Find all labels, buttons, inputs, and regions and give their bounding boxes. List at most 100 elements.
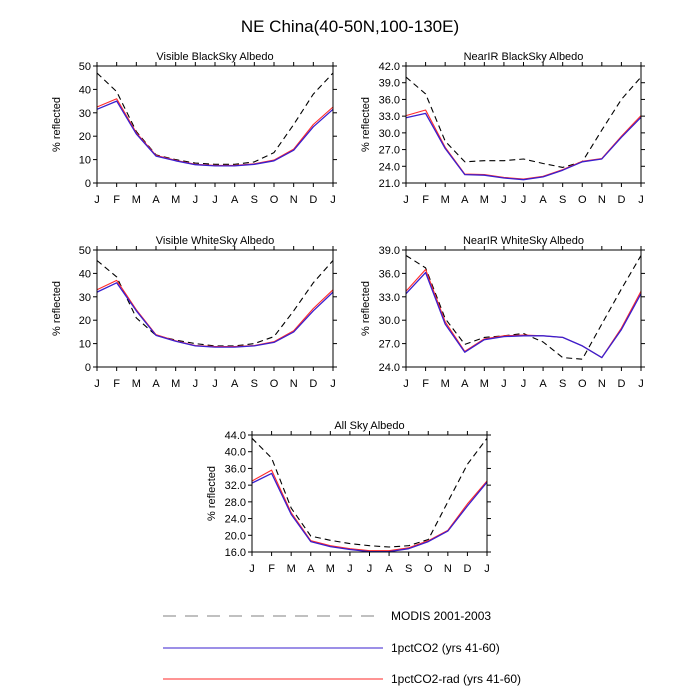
- x-tick-label: M: [171, 194, 180, 206]
- x-tick-label: N: [290, 194, 298, 206]
- x-tick-label: F: [113, 194, 120, 206]
- x-tick-label: F: [422, 194, 429, 206]
- y-tick-label: 50: [79, 61, 91, 73]
- y-tick-label: 0: [85, 362, 91, 374]
- x-tick-label: D: [309, 378, 317, 390]
- legend-item-co2: 1pctCO2 (yrs 41-60): [163, 641, 500, 655]
- x-tick-label: J: [638, 194, 644, 206]
- y-tick-label: 40.0: [225, 447, 246, 459]
- x-tick-label: S: [405, 563, 412, 575]
- y-tick-label: 40: [79, 84, 91, 96]
- x-tick-label: A: [461, 194, 469, 206]
- x-tick-label: F: [422, 378, 429, 390]
- series-line-co2rad: [96, 279, 334, 348]
- y-tick-label: 33.0: [379, 292, 400, 304]
- panel-title: NearIR WhiteSky Albedo: [463, 235, 584, 247]
- x-tick-label: O: [270, 194, 279, 206]
- x-tick-label: M: [441, 194, 450, 206]
- series-line-co2rad: [405, 109, 642, 180]
- x-tick-label: M: [132, 378, 141, 390]
- x-tick-label: D: [463, 563, 471, 575]
- legend-label: 1pctCO2-rad (yrs 41-60): [391, 672, 521, 686]
- x-tick-label: M: [171, 378, 180, 390]
- x-tick-label: S: [251, 194, 258, 206]
- x-tick-label: J: [403, 378, 409, 390]
- x-tick-label: N: [444, 563, 452, 575]
- series-line-modis: [96, 260, 334, 347]
- y-tick-label: 20: [79, 315, 91, 327]
- x-tick-label: J: [193, 378, 199, 390]
- y-tick-label: 10: [79, 155, 91, 167]
- y-tick-label: 30: [79, 292, 91, 304]
- y-tick-label: 0: [85, 178, 91, 190]
- y-tick-label: 24.0: [225, 514, 246, 526]
- series-line-co2rad: [251, 469, 488, 552]
- x-tick-label: M: [441, 378, 450, 390]
- panel-title: NearIR BlackSky Albedo: [464, 51, 584, 63]
- x-tick-label: J: [94, 194, 100, 206]
- x-tick-label: N: [598, 378, 606, 390]
- x-tick-label: O: [578, 194, 587, 206]
- x-tick-label: D: [617, 378, 625, 390]
- x-tick-label: N: [290, 378, 298, 390]
- x-tick-label: M: [287, 563, 296, 575]
- x-tick-label: J: [484, 563, 490, 575]
- y-tick-label: 40: [79, 268, 91, 280]
- y-axis-label: % reflected: [206, 466, 218, 521]
- y-tick-label: 33.0: [379, 111, 400, 123]
- plot-frame: [405, 65, 642, 184]
- series-line-modis: [405, 255, 642, 360]
- panel-title: All Sky Albedo: [334, 420, 404, 432]
- x-tick-label: J: [193, 194, 199, 206]
- panel-4: NearIR WhiteSky Albedo % reflected 24.0 27.…: [360, 235, 645, 390]
- x-tick-label: A: [539, 194, 547, 206]
- x-tick-label: J: [212, 194, 218, 206]
- y-axis-label: % reflected: [51, 97, 63, 152]
- y-tick-label: 21.0: [379, 178, 400, 190]
- legend-item-co2rad: 1pctCO2-rad (yrs 41-60): [163, 672, 521, 686]
- y-tick-label: 28.0: [225, 497, 246, 509]
- x-tick-label: M: [132, 194, 141, 206]
- legend-label: 1pctCO2 (yrs 41-60): [391, 641, 500, 655]
- x-tick-label: A: [385, 563, 393, 575]
- x-tick-label: F: [113, 378, 120, 390]
- y-tick-label: 36.0: [225, 463, 246, 475]
- panels: Visible BlackSky Albedo % reflected 0 10 20 3…: [51, 51, 645, 575]
- figure-title: NE China(40-50N,100-130E): [241, 17, 459, 36]
- x-tick-label: J: [94, 378, 100, 390]
- y-axis-label: % reflected: [51, 281, 63, 336]
- y-tick-label: 44.0: [225, 430, 246, 442]
- x-tick-label: J: [330, 194, 336, 206]
- x-tick-label: A: [307, 563, 315, 575]
- y-tick-label: 50: [79, 245, 91, 257]
- series-line-co2: [96, 100, 334, 167]
- x-tick-label: O: [270, 378, 279, 390]
- y-tick-label: 36.0: [379, 268, 400, 280]
- x-tick-label: J: [501, 194, 507, 206]
- y-tick-label: 24.0: [379, 362, 400, 374]
- plot-frame: [405, 249, 642, 368]
- legend-label: MODIS 2001-2003: [391, 609, 491, 623]
- panel-title: Visible WhiteSky Albedo: [156, 235, 274, 247]
- panel-5: All Sky Albedo % reflected 16.0 20.0 24.0 28.…: [206, 420, 491, 575]
- x-tick-label: N: [598, 194, 606, 206]
- x-tick-label: M: [326, 563, 335, 575]
- x-tick-label: J: [330, 378, 336, 390]
- x-tick-label: D: [309, 194, 317, 206]
- x-tick-label: A: [152, 378, 160, 390]
- x-tick-label: A: [152, 194, 160, 206]
- legend: MODIS 2001-2003 1pctCO2 (yrs 41-60) 1pctCO…: [163, 609, 521, 686]
- y-tick-label: 27.0: [379, 145, 400, 157]
- x-tick-label: J: [367, 563, 373, 575]
- legend-item-modis: MODIS 2001-2003: [163, 609, 491, 623]
- x-tick-label: S: [251, 378, 258, 390]
- x-tick-label: J: [347, 563, 353, 575]
- panel-1: Visible BlackSky Albedo % reflected 0 10 20 3…: [51, 51, 337, 206]
- y-axis-label: % reflected: [360, 281, 372, 336]
- y-tick-label: 32.0: [225, 480, 246, 492]
- panel-title: Visible BlackSky Albedo: [156, 51, 273, 63]
- x-tick-label: D: [617, 194, 625, 206]
- series-line-co2: [96, 282, 334, 348]
- y-tick-label: 30: [79, 108, 91, 120]
- y-tick-label: 24.0: [379, 161, 400, 173]
